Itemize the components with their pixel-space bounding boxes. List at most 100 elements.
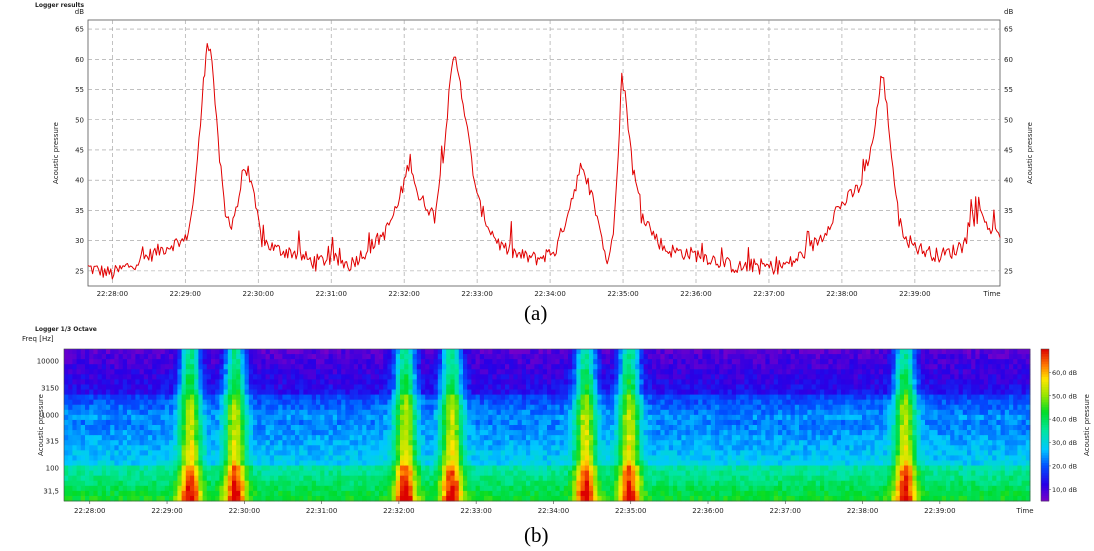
spectrogram-cell: [278, 359, 283, 365]
spectrogram-cell: [521, 369, 527, 375]
spectrogram-cell: [593, 359, 598, 365]
spectrogram-cell: [601, 430, 607, 436]
spectrogram-cell: [148, 440, 153, 446]
spectrogram-cell: [223, 389, 229, 395]
spectrogram-cell: [143, 364, 149, 370]
y-tick-label-left-65: 65: [75, 26, 84, 34]
spectrogram-cell: [715, 455, 720, 461]
spectrogram-cell: [404, 409, 409, 416]
spectrogram-cell: [437, 430, 443, 436]
spectrogram-cell: [563, 480, 569, 487]
spectrogram-cell: [744, 419, 749, 426]
spectrogram-cell: [248, 435, 254, 441]
spectrogram-cell: [349, 450, 355, 456]
spectrogram-cell: [139, 349, 145, 355]
spectrogram-cell: [282, 460, 287, 466]
spectrogram-cell: [685, 490, 691, 497]
spectrogram-cell: [311, 430, 317, 436]
spectrogram-cell: [710, 445, 716, 451]
spectrogram-cell: [337, 450, 342, 456]
spectrogram-cell: [362, 354, 367, 360]
spectrogram-cell: [265, 445, 271, 451]
spectrogram-cell: [689, 349, 695, 355]
spectrogram-cell: [484, 455, 489, 461]
spectrogram-cell: [580, 399, 586, 406]
spectrogram-cell: [626, 419, 632, 426]
spectrogram-cell: [223, 364, 229, 370]
spectrogram-cell: [744, 450, 749, 456]
spectrogram-cell: [169, 349, 174, 355]
spectrogram-cell: [337, 425, 342, 431]
spectrogram-cell: [311, 465, 317, 471]
spectrogram-cell: [408, 480, 413, 487]
spectrogram-cell: [316, 485, 321, 492]
spectrogram-cell: [656, 475, 661, 482]
spectrogram-cell: [173, 374, 178, 380]
spectrogram-cell: [433, 354, 439, 360]
spectrogram-cell: [206, 364, 212, 370]
spectrogram-cell: [589, 440, 594, 446]
spectrogram-cell: [274, 445, 279, 451]
spectrogram-cell: [437, 374, 443, 380]
spectrogram-cell: [345, 460, 350, 466]
spectrogram-cell: [139, 475, 145, 482]
spectrogram-cell: [673, 379, 678, 385]
spectrogram-cell: [597, 440, 602, 446]
spectrogram-cell: [601, 404, 607, 411]
spectrogram-cell: [244, 495, 250, 502]
spectrogram-cell: [542, 495, 548, 502]
spectrogram-cell: [542, 374, 548, 380]
spectrogram-cell: [97, 435, 103, 441]
spectrogram-cell: [719, 485, 724, 492]
y-tick-label-right-40: 40: [1004, 177, 1013, 185]
spectrogram-cell: [286, 349, 292, 355]
spectrogram-cell: [584, 404, 590, 411]
spectrogram-cell: [715, 440, 720, 446]
spectrogram-cell: [736, 394, 741, 401]
spectrogram-cell: [131, 354, 136, 360]
spectrogram-cell: [689, 399, 695, 406]
spectrogram-cell: [181, 495, 187, 502]
spectrogram-cell: [135, 485, 140, 492]
spectrogram-cell: [652, 465, 657, 471]
spectrogram-cell: [110, 495, 115, 502]
spectrogram-cell: [80, 465, 86, 471]
spectrogram-cell: [421, 465, 426, 471]
spectrogram-cell: [694, 364, 699, 370]
spectrogram-cell: [631, 485, 636, 492]
spectrogram-cell: [236, 359, 241, 365]
spectrogram-cell: [379, 414, 384, 421]
spectrogram-cell: [257, 359, 262, 365]
spectrogram-cell: [295, 394, 300, 401]
spectrogram-cell: [635, 384, 640, 390]
spectrogram-cell: [580, 450, 586, 456]
spectrogram-cell: [118, 470, 124, 477]
spectrogram-cell: [118, 455, 124, 461]
spectrogram-cell: [404, 450, 409, 456]
spectrogram-cell: [601, 414, 607, 421]
spectrogram-cell: [85, 374, 90, 380]
spectrogram-cell: [752, 379, 758, 385]
spectrogram-cell: [391, 430, 397, 436]
spectrogram-cell: [143, 435, 149, 441]
spectrogram-cell: [710, 455, 716, 461]
spectrogram-cell: [400, 394, 405, 401]
spectrogram-cell: [442, 354, 447, 360]
spectrogram-cell: [257, 425, 262, 431]
spectrogram-cell: [93, 419, 98, 426]
spectrogram-cell: [622, 495, 628, 502]
spectrogram-cell: [458, 354, 464, 360]
spectrogram-cell: [584, 425, 590, 431]
spectrogram-cell: [106, 384, 111, 390]
spectrogram-cell: [437, 445, 443, 451]
spectrogram-cell: [358, 475, 363, 482]
spectrogram-cell: [295, 379, 300, 385]
spectrogram-cell: [584, 480, 590, 487]
spectrogram-cell: [274, 480, 279, 487]
spectrogram-cell: [76, 465, 82, 471]
spectrogram-cell: [370, 475, 376, 482]
spectrogram-cell: [513, 364, 518, 370]
spectrogram-cell: [379, 480, 384, 487]
spectrogram-cell: [727, 475, 733, 482]
spectrogram-cell: [618, 490, 623, 497]
